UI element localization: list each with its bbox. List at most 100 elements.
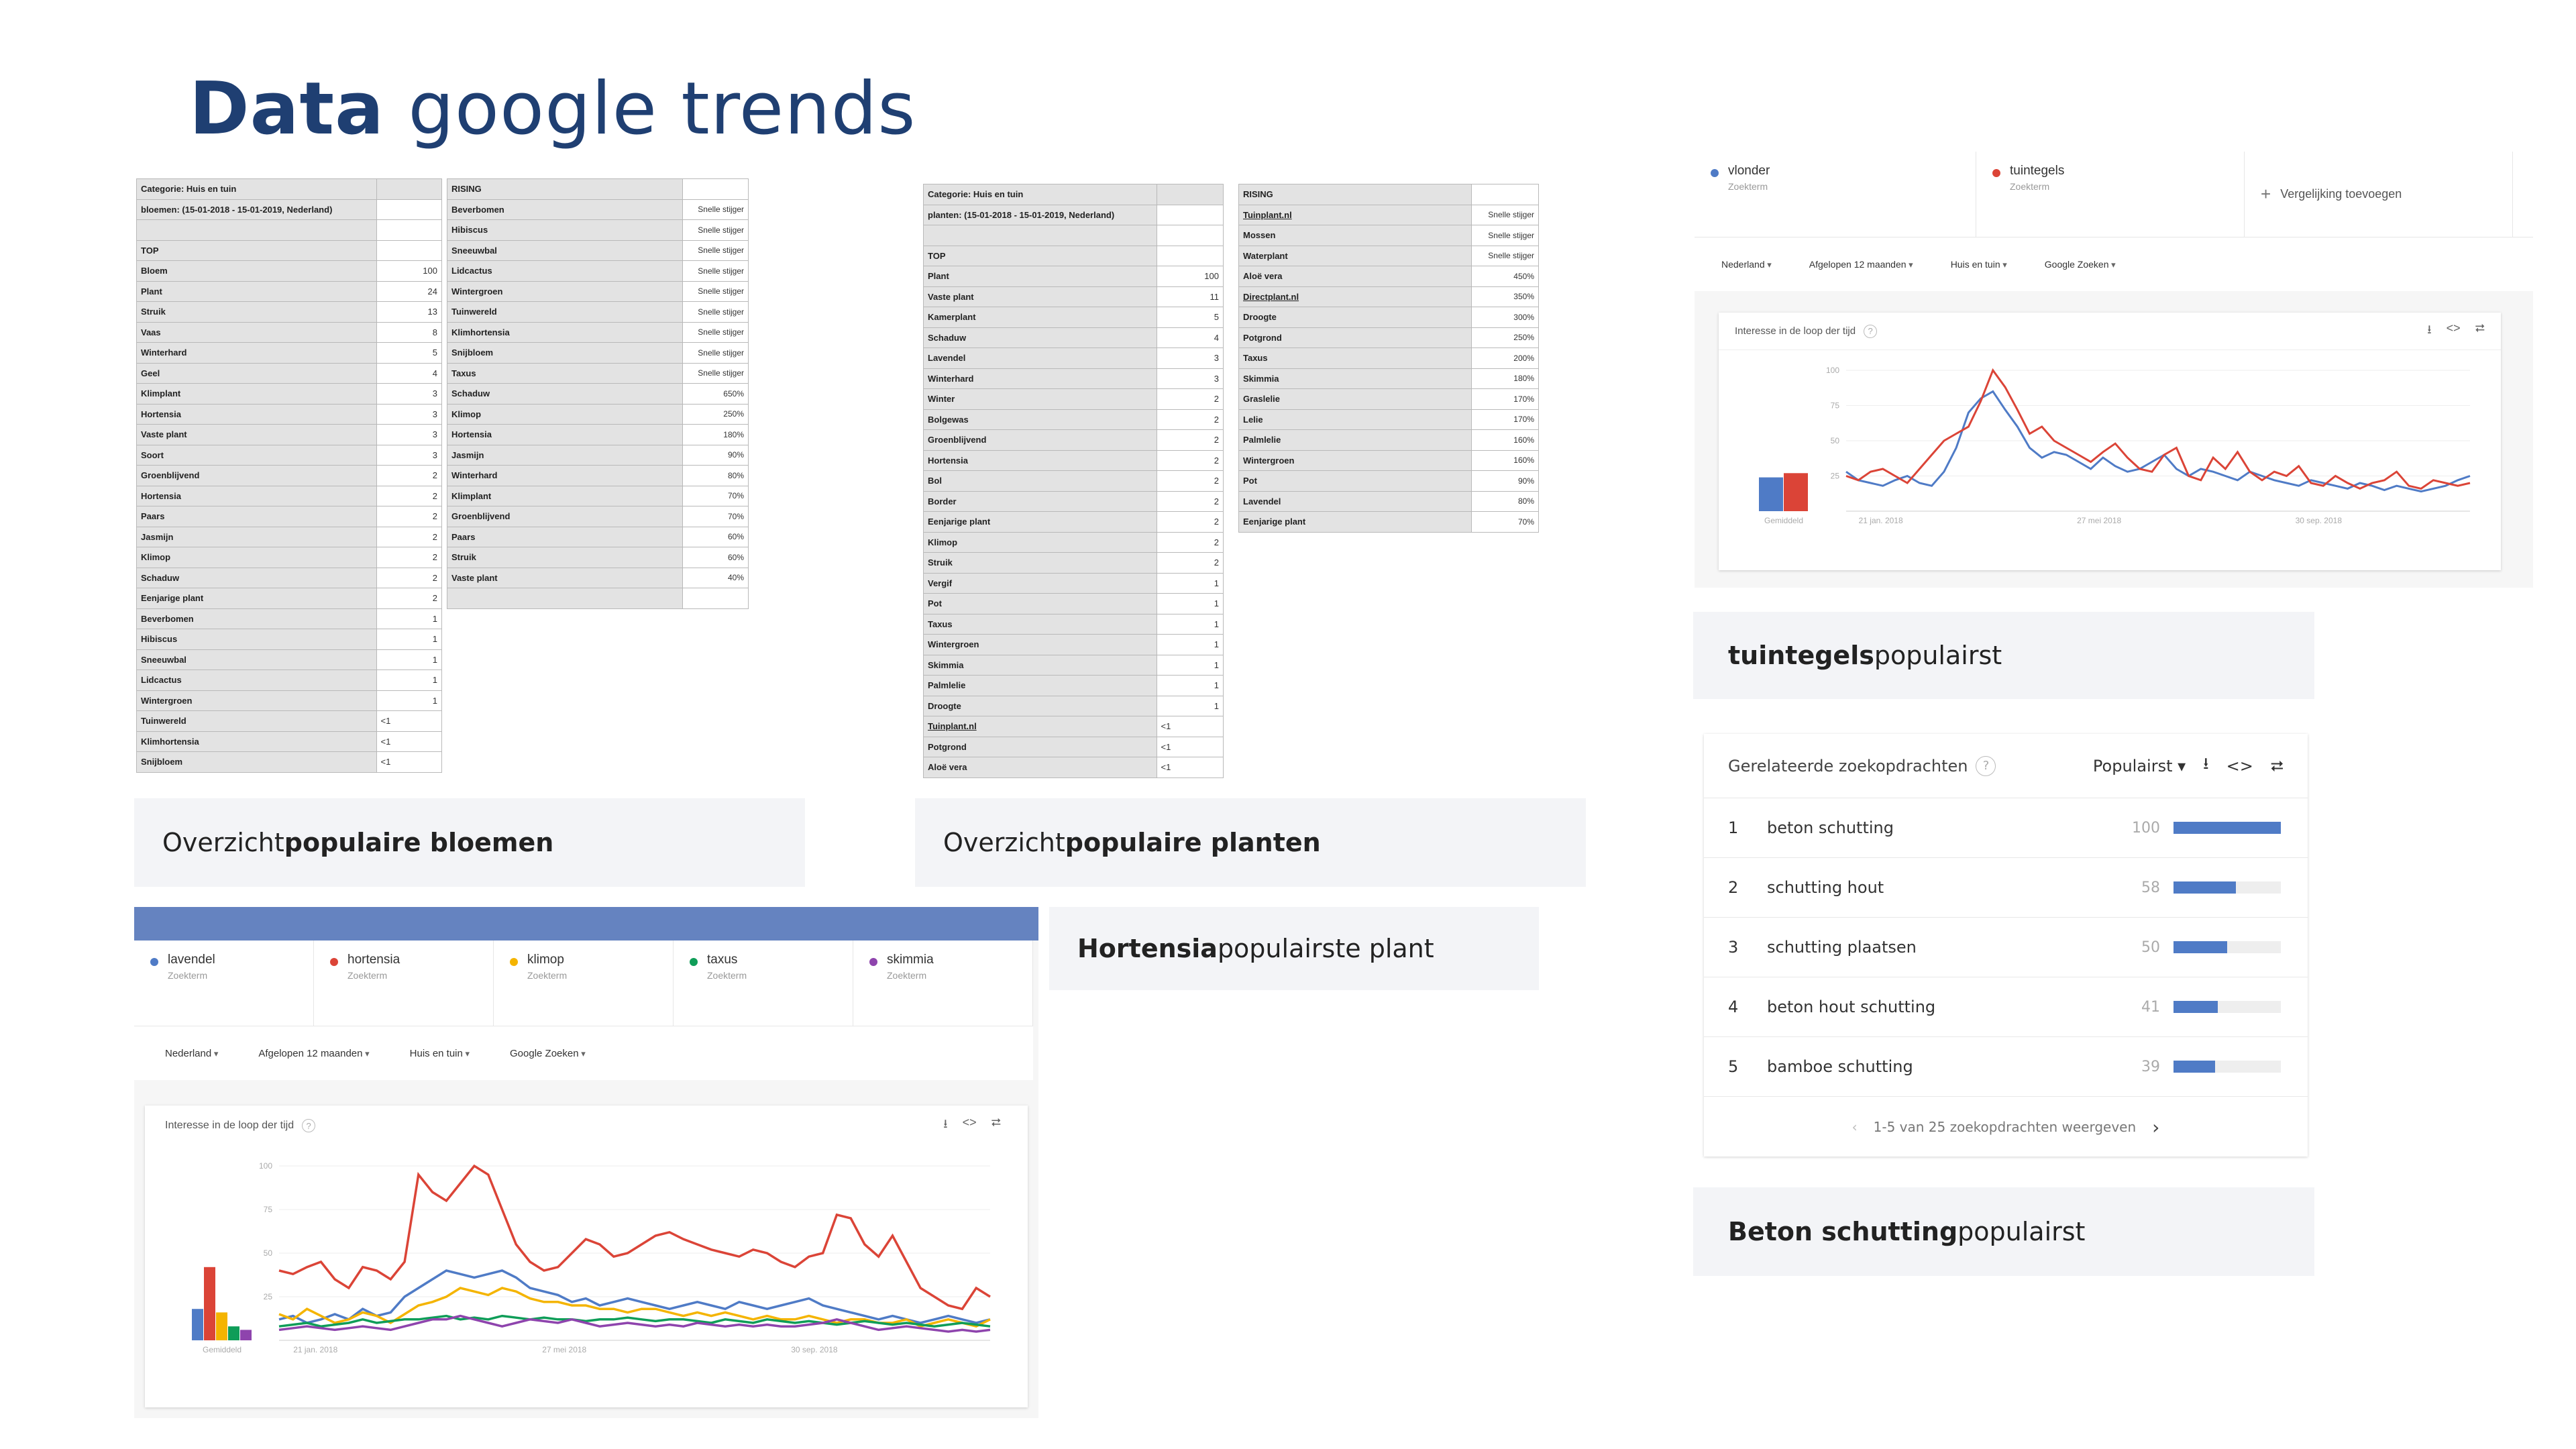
cell-key: Palmlelie	[923, 675, 1157, 696]
cell-value: <1	[1156, 736, 1224, 757]
cell-value: <1	[376, 731, 442, 752]
cell-key: Pot	[1238, 470, 1472, 492]
term-hortensia[interactable]: hortensia Zoekterm	[314, 941, 494, 1026]
cell-key: Plant	[923, 266, 1157, 287]
cell-key: Aloë vera	[1238, 266, 1472, 287]
term-skimmia[interactable]: skimmia Zoekterm	[853, 941, 1033, 1026]
cell-value: 70%	[682, 506, 749, 527]
table-row: RISING	[1238, 184, 1539, 205]
x-tick-label: 30 sep. 2018	[791, 1345, 838, 1354]
add-comparison-button[interactable]: + Vergelijking toevoegen	[2245, 152, 2513, 237]
table-row: Schaduw 4	[923, 327, 1224, 348]
share-icon[interactable]: ⮂	[991, 1116, 1001, 1129]
filter-dropdown[interactable]: Nederland	[165, 1048, 218, 1059]
cell-value: 5	[376, 342, 442, 364]
embed-icon[interactable]: <>	[962, 1116, 977, 1129]
table-row: Palmlelie 1	[923, 675, 1224, 696]
table-row: Plant 24	[136, 280, 442, 302]
share-icon[interactable]: ⮂	[2270, 756, 2284, 775]
cell-key: Tuinwereld	[136, 710, 377, 732]
related-query-row[interactable]: 3 schutting plaatsen 50	[1704, 918, 2308, 977]
header-bar	[134, 907, 1038, 941]
cell-value: 2	[376, 465, 442, 486]
table-row: Paars 2	[136, 506, 442, 527]
cell-key: Potgrond	[923, 736, 1157, 757]
cell-value: 300%	[1471, 307, 1539, 328]
table-row: Wintergroen Snelle stijger	[446, 280, 749, 302]
cell-key: Schaduw	[136, 567, 377, 588]
series-line-skimmia	[278, 1314, 991, 1333]
table-row: Plant 100	[923, 266, 1224, 287]
term-klimop[interactable]: klimop Zoekterm	[494, 941, 674, 1026]
download-icon[interactable]: ⭳	[2203, 754, 2209, 773]
prev-page-icon[interactable]: ‹	[1851, 1119, 1858, 1135]
cell-key: Palmlelie	[1238, 429, 1472, 451]
filter-dropdown[interactable]: Google Zoeken	[510, 1048, 586, 1059]
term-tuintegels[interactable]: tuintegels Zoekterm	[1976, 152, 2245, 237]
cell-value: 180%	[682, 424, 749, 445]
table-row: Hortensia 180%	[446, 424, 749, 445]
cell-key	[923, 225, 1157, 246]
cell-value	[682, 588, 749, 609]
help-icon[interactable]: ?	[1976, 755, 1996, 776]
embed-icon[interactable]: <>	[2446, 321, 2461, 335]
cell-key: Klimplant	[136, 383, 377, 405]
cell-key: Paars	[446, 526, 684, 547]
related-query-row[interactable]: 1 beton schutting 100	[1704, 798, 2308, 858]
cell-value: 3	[376, 444, 442, 466]
related-query-row[interactable]: 2 schutting hout 58	[1704, 858, 2308, 918]
share-icon[interactable]: ⮂	[2475, 321, 2485, 335]
filter-dropdown[interactable]: Google Zoeken	[2045, 259, 2116, 270]
related-query-row[interactable]: 4 beton hout schutting 41	[1704, 977, 2308, 1037]
filter-dropdown[interactable]: Huis en tuin	[1951, 259, 2007, 270]
table-row: Beverbomen Snelle stijger	[446, 199, 749, 220]
cell-key: Tuinplant.nl	[923, 716, 1157, 737]
cell-key: Skimmia	[923, 654, 1157, 676]
query-term: bamboe schutting	[1767, 1057, 1913, 1076]
table-row: Vaste plant 3	[136, 424, 442, 445]
related-query-row[interactable]: 5 bamboe schutting 39	[1704, 1037, 2308, 1097]
cell-value: 5	[1156, 307, 1224, 328]
caption-bloemen: Overzicht populaire bloemen	[134, 798, 805, 887]
table-row: Winter 2	[923, 388, 1224, 410]
cell-value: Snelle stijger	[682, 321, 749, 343]
term-color-dot	[1711, 169, 1719, 177]
cell-value: 80%	[1471, 490, 1539, 512]
cell-key: Geel	[136, 362, 377, 384]
next-page-icon[interactable]: ›	[2152, 1116, 2160, 1138]
term-lavendel[interactable]: lavendel Zoekterm	[134, 941, 314, 1026]
sort-select[interactable]: Populairst ▾	[2092, 756, 2186, 775]
download-icon[interactable]: ⭳	[943, 1117, 948, 1130]
value-bar-track	[2174, 822, 2281, 834]
rank: 4	[1728, 998, 1739, 1016]
table-bloemen-top: Categorie: Huis en tuin bloemen: (15-01-2…	[136, 178, 442, 773]
table-row: Groenblijvend 2	[136, 465, 442, 486]
average-label: Gemiddeld	[1764, 516, 1803, 525]
filter-dropdown[interactable]: Afgelopen 12 maanden	[1809, 259, 1913, 270]
table-row: Skimmia 180%	[1238, 368, 1539, 389]
cell-key: Snijbloem	[446, 342, 684, 364]
query-value: 41	[2141, 998, 2160, 1016]
cell-value: 2	[376, 588, 442, 609]
filter-dropdown[interactable]: Afgelopen 12 maanden	[258, 1048, 369, 1059]
term-taxus[interactable]: taxus Zoekterm	[674, 941, 853, 1026]
trends-compare-tuin: vlonder Zoekterm tuintegels Zoekterm + Ver…	[1695, 152, 2533, 588]
help-icon[interactable]: ?	[302, 1119, 316, 1132]
term-sub: Zoekterm	[1728, 181, 1768, 192]
embed-icon[interactable]: <>	[2226, 756, 2253, 775]
term-vlonder[interactable]: vlonder Zoekterm	[1695, 152, 1976, 237]
filter-dropdown[interactable]: Nederland	[1721, 259, 1772, 270]
help-icon[interactable]: ?	[1864, 324, 1878, 338]
filter-dropdown[interactable]: Huis en tuin	[410, 1048, 470, 1059]
filter-bar: Nederland Afgelopen 12 maanden Huis en tui…	[1695, 237, 2533, 291]
y-tick-label: 50	[264, 1248, 273, 1258]
value-bar-track	[2174, 1061, 2281, 1073]
table-row: Kamerplant 5	[923, 307, 1224, 328]
cell-key: Aloë vera	[923, 757, 1157, 778]
table-row: Lidcactus 1	[136, 669, 442, 691]
cell-key: bloemen: (15-01-2018 - 15-01-2019, Neder…	[136, 199, 377, 220]
download-icon[interactable]: ⭳	[2427, 322, 2432, 336]
cell-key: Struik	[446, 547, 684, 568]
cell-value: 3	[1156, 347, 1224, 369]
cell-key: Taxus	[923, 613, 1157, 635]
